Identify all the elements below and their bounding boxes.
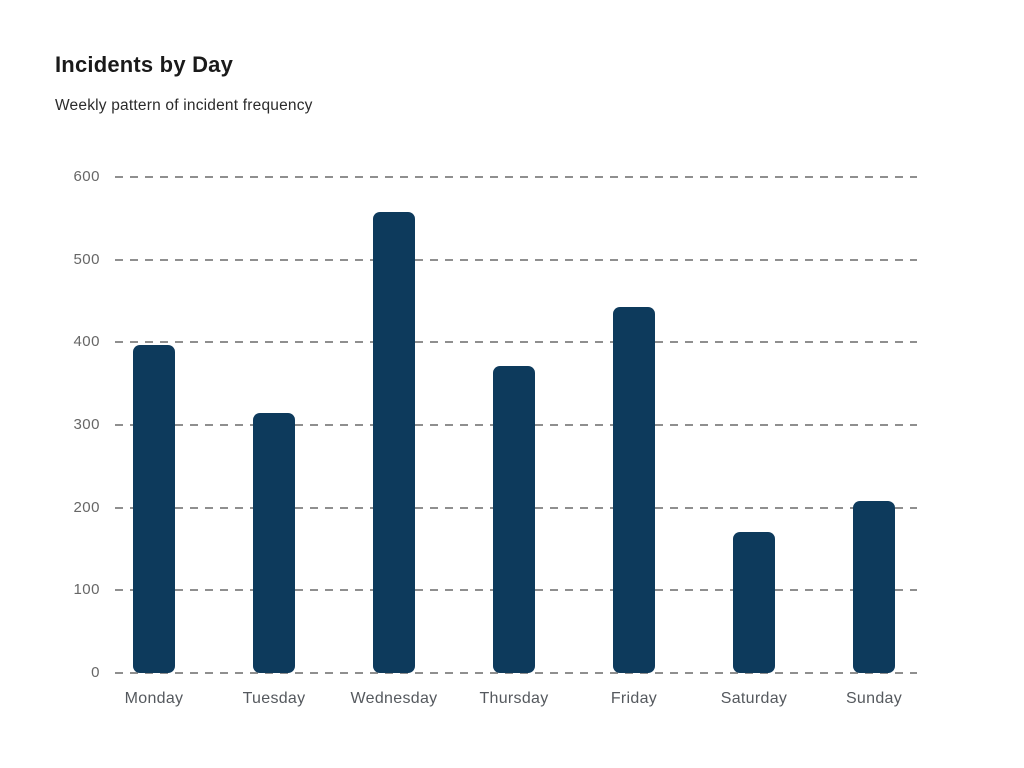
y-tick-label-200: 200 [73, 498, 100, 516]
x-tick-label-wednesday: Wednesday [350, 690, 438, 707]
bar-sunday [853, 501, 895, 673]
gridline-600 [115, 176, 917, 178]
x-tick-label-monday: Monday [124, 690, 184, 707]
chart-subtitle: Weekly pattern of incident frequency [55, 97, 313, 114]
bar-friday [613, 306, 655, 673]
y-tick-label-0: 0 [91, 664, 100, 681]
bar-saturday [733, 531, 775, 673]
x-tick-label-friday: Friday [610, 690, 658, 707]
y-tick-label-600: 600 [73, 168, 100, 185]
x-tick-label-saturday: Saturday [720, 690, 788, 707]
y-tick-label-500: 500 [73, 250, 100, 268]
plot-area [115, 176, 917, 674]
gridline-400 [115, 341, 917, 344]
bar-thursday [493, 366, 535, 673]
gridline-0 [115, 672, 917, 674]
bar-tuesday [253, 413, 295, 673]
x-tick-label-tuesday: Tuesday [242, 690, 306, 707]
bar-monday [133, 344, 175, 673]
x-tick-label-sunday: Sunday [845, 690, 903, 707]
y-tick-label-100: 100 [73, 581, 100, 599]
x-tick-label-thursday: Thursday [479, 690, 549, 707]
y-tick-label-300: 300 [73, 416, 100, 433]
bar-wednesday [373, 211, 415, 673]
y-tick-label-400: 400 [73, 333, 100, 351]
chart-title: Incidents by Day [55, 52, 234, 77]
gridline-500 [115, 258, 917, 261]
